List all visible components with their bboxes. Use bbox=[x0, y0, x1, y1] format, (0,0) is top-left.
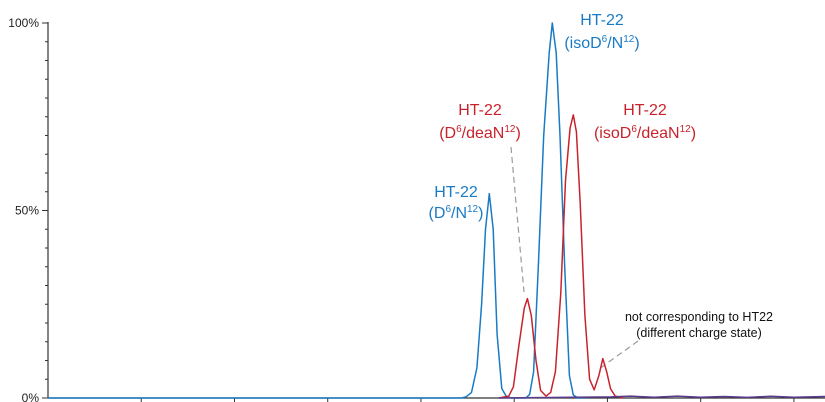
annotation-leader-line bbox=[510, 146, 525, 293]
annotation-blue-d6-n12: HT-22 (D6/N12) bbox=[429, 184, 484, 222]
series-lines bbox=[48, 22, 825, 399]
series-line-1 bbox=[498, 114, 624, 399]
y-tick-label: 0% bbox=[22, 391, 40, 402]
annotation-leaders bbox=[510, 146, 639, 370]
annotation-label-line2: (isoD6/deaN12) bbox=[594, 124, 696, 142]
annotation-blue-isod6-n12: HT-22 (isoD6/N12) bbox=[564, 12, 639, 52]
annotation-label-line1: HT-22 bbox=[434, 184, 478, 201]
annotation-label-line2: (different charge state) bbox=[636, 326, 762, 340]
y-tick-labels: 100% 50% 0% bbox=[8, 16, 39, 402]
annotation-label-line1: HT-22 bbox=[623, 102, 667, 119]
annotation-red-d6-deaN12: HT-22 (D6/deaN12) bbox=[439, 102, 521, 142]
axis-ticks bbox=[42, 22, 795, 402]
annotation-leader-line bbox=[598, 340, 639, 370]
series-line-2 bbox=[498, 395, 825, 399]
annotation-label-line2: (isoD6/N12) bbox=[564, 34, 639, 52]
annotation-label-line1: HT-22 bbox=[458, 102, 502, 119]
y-tick-label: 50% bbox=[15, 204, 39, 218]
annotation-label-line1: HT-22 bbox=[580, 12, 624, 29]
annotation-red-isod6-deaN12: HT-22 (isoD6/deaN12) bbox=[594, 102, 696, 142]
annotation-label-line2: (D6/deaN12) bbox=[439, 124, 521, 142]
annotation-other-charge-state: not corresponding to HT22 (different cha… bbox=[625, 310, 773, 340]
series-line-0 bbox=[48, 22, 585, 399]
y-tick-label: 100% bbox=[8, 16, 39, 30]
annotation-label-line1: not corresponding to HT22 bbox=[625, 310, 773, 324]
annotation-label-line2: (D6/N12) bbox=[429, 204, 484, 222]
